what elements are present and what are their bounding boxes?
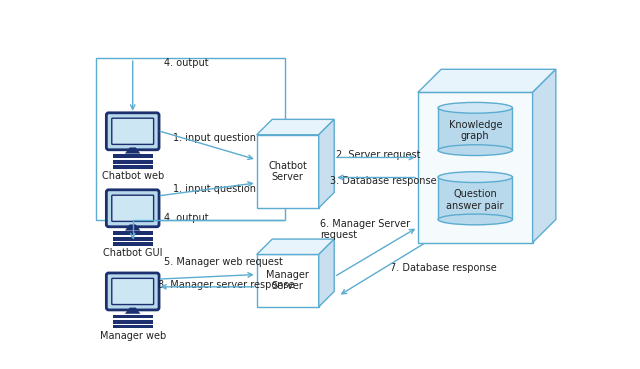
Bar <box>113 320 153 324</box>
Bar <box>113 154 153 158</box>
Text: 3. Database response: 3. Database response <box>330 176 436 186</box>
Text: 6. Manager Server
request: 6. Manager Server request <box>320 219 410 240</box>
Polygon shape <box>257 135 319 208</box>
Polygon shape <box>319 119 334 208</box>
Bar <box>95 58 285 220</box>
Polygon shape <box>257 255 319 307</box>
FancyBboxPatch shape <box>106 113 159 150</box>
Text: Chatbot web: Chatbot web <box>102 170 164 180</box>
Text: Manager web: Manager web <box>100 331 166 341</box>
Bar <box>113 237 153 241</box>
Polygon shape <box>418 92 532 242</box>
Ellipse shape <box>438 172 513 183</box>
Bar <box>113 165 153 169</box>
Text: Chatbot GUI: Chatbot GUI <box>103 248 163 258</box>
Text: 4. output: 4. output <box>164 58 209 68</box>
FancyBboxPatch shape <box>106 273 159 310</box>
Text: 2. Server request: 2. Server request <box>336 150 420 160</box>
Text: 1. input question: 1. input question <box>173 184 256 194</box>
Bar <box>438 177 513 220</box>
FancyBboxPatch shape <box>112 195 154 221</box>
Polygon shape <box>125 308 140 314</box>
Bar <box>113 242 153 246</box>
Polygon shape <box>125 224 140 231</box>
Polygon shape <box>418 69 556 92</box>
Polygon shape <box>257 239 334 255</box>
Ellipse shape <box>438 214 513 225</box>
Text: Manager
Server: Manager Server <box>266 270 309 292</box>
Text: Question
answer pair: Question answer pair <box>447 189 504 211</box>
FancyBboxPatch shape <box>106 190 159 227</box>
Bar <box>113 325 153 329</box>
Ellipse shape <box>438 103 513 113</box>
Bar <box>113 314 153 318</box>
Polygon shape <box>532 69 556 242</box>
Text: 4. output: 4. output <box>164 213 209 223</box>
Ellipse shape <box>438 145 513 156</box>
Text: 8. Manager server response: 8. Manager server response <box>157 280 294 290</box>
FancyBboxPatch shape <box>112 118 154 144</box>
Bar <box>113 160 153 163</box>
FancyBboxPatch shape <box>112 278 154 304</box>
Polygon shape <box>319 239 334 307</box>
Bar <box>438 108 513 150</box>
Text: Chatbot
Server: Chatbot Server <box>268 161 307 182</box>
Polygon shape <box>257 119 334 135</box>
Text: 1. input question: 1. input question <box>173 133 256 143</box>
Text: 7. Database response: 7. Database response <box>390 263 497 273</box>
Text: Knowledge
graph: Knowledge graph <box>449 120 502 141</box>
Text: 5. Manager web request: 5. Manager web request <box>164 257 283 267</box>
Polygon shape <box>125 148 140 154</box>
Bar <box>113 231 153 235</box>
